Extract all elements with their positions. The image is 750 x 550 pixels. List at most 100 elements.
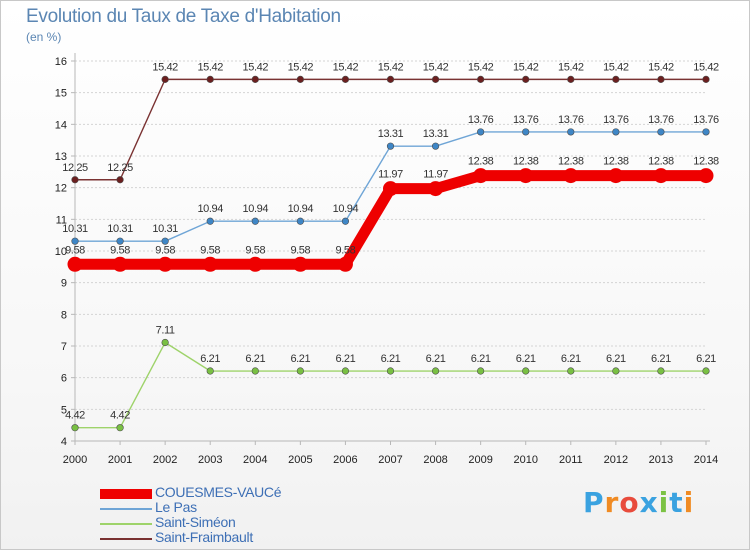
data-label: 7.11 bbox=[156, 325, 175, 337]
y-tick-label: 10 bbox=[55, 246, 67, 258]
data-label: 12.38 bbox=[693, 156, 719, 168]
data-label: 12.38 bbox=[648, 156, 674, 168]
data-point bbox=[608, 168, 624, 184]
data-label: 10.31 bbox=[62, 223, 88, 235]
data-label: 15.42 bbox=[648, 61, 674, 73]
proxiti-logo: Proxiti bbox=[583, 486, 694, 519]
data-point bbox=[431, 142, 440, 150]
data-label: 6.21 bbox=[561, 353, 581, 365]
y-tick-label: 15 bbox=[55, 88, 67, 100]
data-point bbox=[431, 367, 440, 375]
data-label: 15.42 bbox=[378, 61, 404, 73]
data-point bbox=[386, 75, 395, 83]
data-label: 13.76 bbox=[468, 114, 494, 126]
legend-label: COUESMES-VAUCé bbox=[155, 484, 282, 500]
chart-title: Evolution du Taux de Taxe d'Habitation bbox=[26, 6, 341, 27]
series-couesmes-vauc- bbox=[67, 168, 714, 272]
data-point bbox=[341, 217, 350, 225]
y-tick-label: 4 bbox=[61, 436, 67, 448]
data-label: 4.42 bbox=[65, 410, 85, 422]
data-label: 15.42 bbox=[603, 61, 629, 73]
x-tick-label: 2009 bbox=[468, 454, 492, 466]
data-label: 15.42 bbox=[243, 61, 269, 73]
data-label: 12.38 bbox=[558, 156, 584, 168]
data-label: 9.58 bbox=[110, 244, 130, 256]
data-label: 15.42 bbox=[288, 61, 314, 73]
data-label: 9.58 bbox=[155, 244, 175, 256]
data-label: 6.21 bbox=[516, 353, 536, 365]
data-point bbox=[657, 75, 665, 83]
y-tick-label: 8 bbox=[61, 309, 67, 321]
data-point bbox=[386, 367, 395, 375]
data-label: 10.94 bbox=[288, 203, 314, 215]
data-point bbox=[567, 367, 575, 375]
data-label: 11.97 bbox=[423, 169, 448, 181]
x-tick-label: 2001 bbox=[108, 454, 132, 466]
data-point bbox=[477, 367, 485, 375]
y-tick-label: 13 bbox=[55, 151, 67, 163]
data-point bbox=[518, 168, 534, 184]
data-label: 13.76 bbox=[693, 114, 719, 126]
logo-letter: i bbox=[683, 486, 695, 519]
data-label: 13.76 bbox=[603, 114, 629, 126]
series-saint-sim-on bbox=[71, 338, 710, 432]
data-point bbox=[161, 75, 169, 83]
data-label: 12.38 bbox=[603, 156, 629, 168]
data-point bbox=[337, 256, 353, 272]
data-point bbox=[157, 256, 173, 272]
data-point bbox=[161, 237, 169, 245]
data-point bbox=[657, 128, 665, 136]
data-point bbox=[292, 256, 308, 272]
y-tick-label: 16 bbox=[55, 56, 67, 68]
logo-letter: t bbox=[669, 486, 684, 519]
data-point bbox=[202, 256, 218, 272]
x-tick-label: 2002 bbox=[153, 454, 177, 466]
data-point bbox=[522, 367, 530, 375]
data-label: 11.97 bbox=[378, 169, 403, 181]
data-label: 15.42 bbox=[513, 61, 539, 73]
x-tick-label: 2008 bbox=[423, 454, 447, 466]
axes: 4 5 6 7 8 9 10 11 12 13 14 15 16 2000 2001 2002 2003 2004… bbox=[55, 53, 718, 466]
data-point bbox=[247, 256, 263, 272]
data-label: 13.76 bbox=[558, 114, 584, 126]
data-label: 12.38 bbox=[468, 156, 494, 168]
data-label: 10.94 bbox=[333, 203, 359, 215]
y-tick-label: 11 bbox=[56, 214, 67, 226]
data-point bbox=[116, 176, 124, 184]
data-label: 15.42 bbox=[197, 61, 223, 73]
data-label: 6.21 bbox=[471, 353, 491, 365]
y-tick-label: 12 bbox=[55, 183, 67, 195]
data-point bbox=[702, 367, 710, 375]
data-point bbox=[296, 217, 304, 225]
data-point bbox=[428, 181, 444, 197]
data-label: 10.31 bbox=[107, 223, 133, 235]
x-tick-label: 2004 bbox=[243, 454, 267, 466]
y-tick-label: 6 bbox=[61, 373, 67, 385]
data-point bbox=[477, 75, 485, 83]
logo-letter: x bbox=[639, 486, 659, 519]
data-label: 6.21 bbox=[336, 353, 356, 365]
data-label: 15.42 bbox=[333, 61, 359, 73]
data-point bbox=[567, 128, 575, 136]
data-point bbox=[383, 181, 398, 197]
data-point bbox=[522, 75, 530, 83]
data-point bbox=[206, 217, 214, 225]
data-point bbox=[251, 75, 259, 83]
data-label: 10.31 bbox=[152, 223, 178, 235]
data-point bbox=[612, 75, 620, 83]
data-point bbox=[702, 128, 710, 136]
x-tick-label: 2005 bbox=[288, 454, 312, 466]
data-label: 13.31 bbox=[423, 128, 449, 140]
data-label: 10.94 bbox=[197, 203, 223, 215]
series-group bbox=[67, 75, 714, 432]
y-axis-unit-label: (en %) bbox=[26, 30, 62, 44]
data-label: 9.58 bbox=[200, 244, 220, 256]
data-point bbox=[477, 128, 485, 136]
logo-letter: r bbox=[604, 486, 620, 519]
legend-swatch bbox=[100, 538, 152, 540]
data-point bbox=[296, 75, 304, 83]
data-label: 15.42 bbox=[468, 61, 494, 73]
x-tick-label: 2007 bbox=[378, 454, 402, 466]
data-point bbox=[161, 338, 169, 347]
